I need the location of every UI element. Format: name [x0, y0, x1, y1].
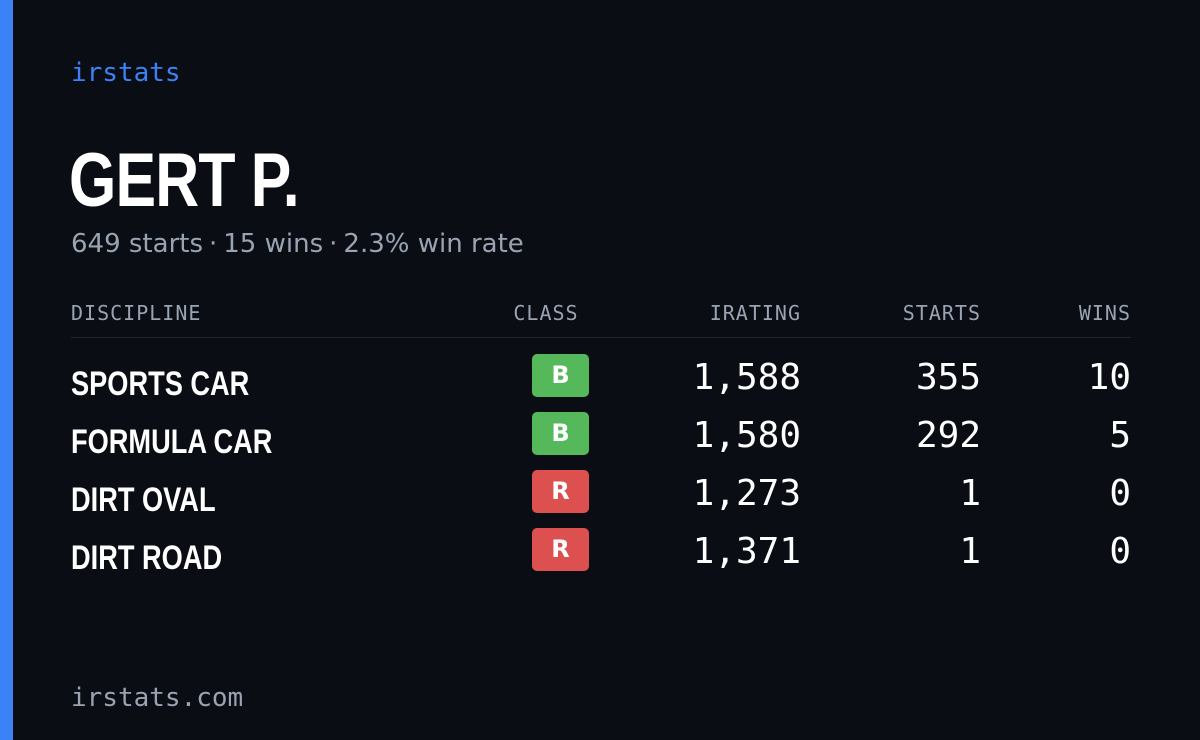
- class-badge: R: [532, 470, 589, 513]
- winrate-summary: 2.3% win rate: [343, 229, 524, 259]
- summary-separator: ·: [209, 229, 218, 259]
- discipline-label: DIRT OVAL: [71, 481, 216, 519]
- header-class: CLASS: [513, 301, 579, 325]
- discipline-label: SPORTS CAR: [71, 365, 250, 403]
- wins-value: 0: [1109, 531, 1131, 572]
- header-irating: IRATING: [709, 301, 801, 325]
- irating-value: 1,371: [692, 531, 801, 572]
- summary-separator: ·: [329, 229, 338, 259]
- wins-value: 5: [1109, 415, 1131, 456]
- irating-value: 1,273: [692, 473, 801, 514]
- header-discipline: DISCIPLINE: [71, 301, 202, 325]
- irating-value: 1,588: [692, 357, 801, 398]
- irating-value: 1,580: [692, 415, 801, 456]
- table-row: DIRT OVAL R 1,273 1 0: [71, 470, 1131, 528]
- header-starts: STARTS: [902, 301, 981, 325]
- table-header: DISCIPLINE CLASS IRATING STARTS WINS: [71, 298, 1131, 338]
- driver-name: GERT P.: [69, 138, 300, 223]
- discipline-table: DISCIPLINE CLASS IRATING STARTS WINS SPO…: [71, 298, 1131, 577]
- class-badge: R: [532, 528, 589, 571]
- starts-value: 292: [915, 415, 981, 456]
- table-row: FORMULA CAR B 1,580 292 5: [71, 412, 1131, 470]
- wins-value: 10: [1087, 357, 1131, 398]
- header-wins: WINS: [1078, 301, 1131, 325]
- class-badge: B: [532, 412, 589, 455]
- wins-summary: 15 wins: [223, 229, 324, 259]
- footer-url: irstats.com: [71, 683, 244, 713]
- table-row: DIRT ROAD R 1,371 1 0: [71, 528, 1131, 586]
- discipline-label: DIRT ROAD: [71, 539, 223, 577]
- starts-summary: 649 starts: [71, 229, 203, 259]
- discipline-label: FORMULA CAR: [71, 423, 273, 461]
- brand-logo-text: irstats: [71, 58, 181, 88]
- driver-summary: 649 starts · 15 wins · 2.3% win rate: [71, 226, 524, 262]
- wins-value: 0: [1109, 473, 1131, 514]
- starts-value: 355: [915, 357, 981, 398]
- table-row: SPORTS CAR B 1,588 355 10: [71, 354, 1131, 412]
- starts-value: 1: [959, 473, 981, 514]
- accent-bar: [0, 0, 13, 740]
- starts-value: 1: [959, 531, 981, 572]
- table-body: SPORTS CAR B 1,588 355 10 FORMULA CAR B …: [71, 354, 1131, 586]
- class-badge: B: [532, 354, 589, 397]
